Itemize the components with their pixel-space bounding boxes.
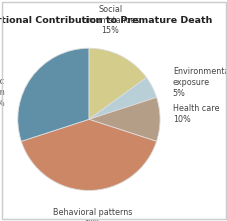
Text: Environmental
exposure
5%: Environmental exposure 5% [172, 67, 227, 98]
Wedge shape [89, 48, 146, 119]
Text: Genetic
predisposition
30%: Genetic predisposition 30% [0, 77, 5, 108]
Text: Social
circumstances
15%: Social circumstances 15% [81, 5, 139, 35]
Wedge shape [21, 119, 156, 191]
Wedge shape [89, 97, 159, 141]
Wedge shape [18, 48, 89, 141]
Text: Behavioral patterns
40%: Behavioral patterns 40% [53, 208, 132, 221]
Title: Proportional Contribution to Premature Death: Proportional Contribution to Premature D… [0, 17, 212, 25]
Wedge shape [89, 78, 156, 119]
Text: Health care
10%: Health care 10% [172, 104, 218, 124]
